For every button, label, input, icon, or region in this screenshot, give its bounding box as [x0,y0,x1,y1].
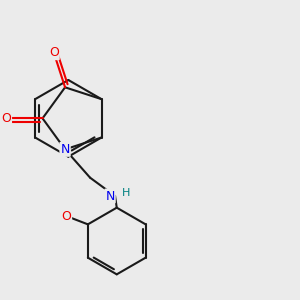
Text: N: N [105,190,115,202]
Text: O: O [49,46,59,59]
Text: N: N [60,143,70,156]
Text: O: O [61,209,71,223]
Text: H: H [122,188,130,198]
Text: O: O [1,112,11,125]
